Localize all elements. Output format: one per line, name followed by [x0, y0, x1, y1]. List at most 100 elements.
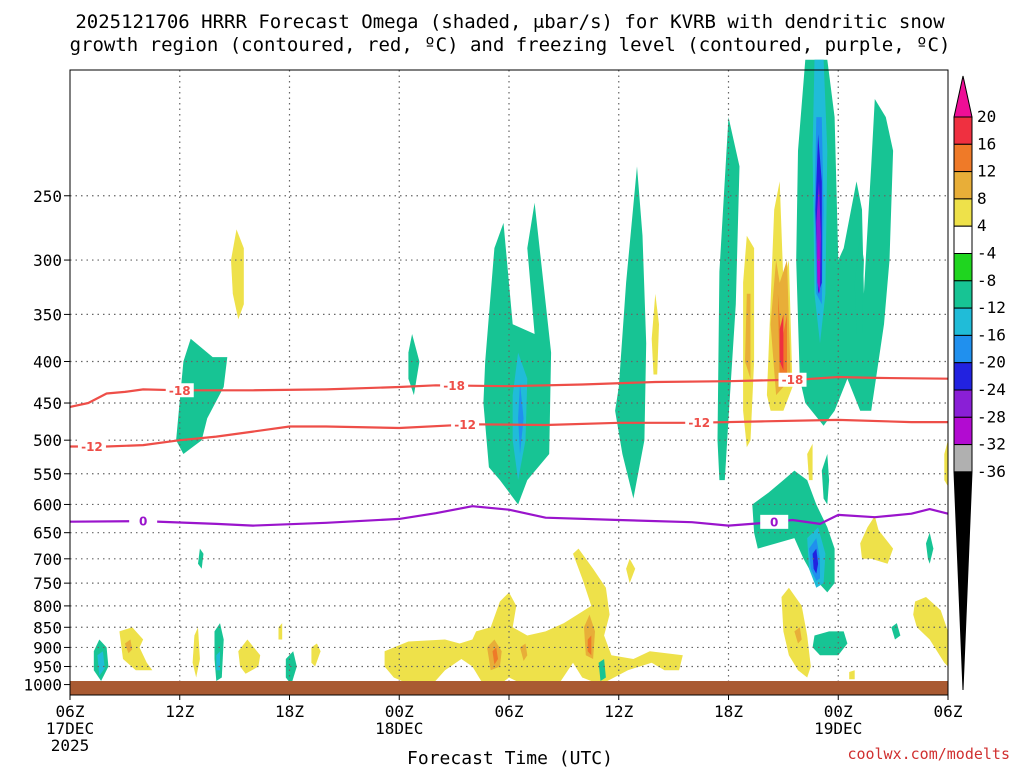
colorbar-bottom-arrow: [953, 471, 973, 691]
x-tick-label-3: 00Z: [385, 702, 414, 721]
y-tick-label-600: 600: [33, 495, 62, 514]
y-tick-label-900: 900: [33, 638, 62, 657]
contour-label-bg: [77, 439, 106, 454]
colorbar-segment-0: [953, 116, 973, 145]
colorbar-segment-4: [953, 225, 973, 254]
omega-region-52: [794, 627, 802, 644]
colorbar-segment-11: [953, 416, 973, 446]
omega-region-38: [216, 651, 220, 671]
credit-text: coolwx.com/modelts: [847, 745, 1010, 763]
x-tick-sublabel-7-0: 19DEC: [814, 719, 862, 738]
y-tick-label-1000: 1000: [23, 676, 62, 695]
colorbar-label-3: 8: [977, 189, 987, 208]
omega-region-41: [285, 651, 297, 685]
omega-region-27: [812, 548, 819, 574]
y-tick-label-300: 300: [33, 251, 62, 270]
colorbar-label-11: -28: [977, 407, 1006, 426]
x-axis-label: Forecast Time (UTC): [407, 748, 613, 768]
contour-label-0-0: 0: [139, 515, 147, 529]
omega-region-23: [821, 454, 830, 505]
omega-region-42: [311, 643, 321, 667]
omega-region-6: [615, 166, 647, 499]
contour-label-bg: [685, 415, 714, 430]
contour-label--18-0: -18: [169, 384, 191, 398]
colorbar-label-5: -4: [977, 244, 996, 263]
omega-region-30: [944, 440, 948, 487]
contour-label-bg: [451, 417, 480, 432]
y-tick-label-400: 400: [33, 352, 62, 371]
y-tick-label-350: 350: [33, 305, 62, 324]
colorbar-segment-10: [953, 389, 973, 418]
y-tick-label-250: 250: [33, 187, 62, 206]
contour-line--18-0: [69, 375, 949, 408]
contour-label-bg: [778, 372, 807, 387]
colorbar-label-13: -36: [977, 462, 1006, 481]
contour-label-bg: [165, 383, 194, 398]
colorbar-label-0: 20: [977, 107, 996, 126]
colorbar-segment-2: [953, 171, 973, 200]
colorbar-label-6: -8: [977, 271, 996, 290]
colorbar-segment-8: [953, 334, 973, 364]
omega-region-48: [587, 635, 592, 656]
colorbar-segment-6: [953, 280, 973, 309]
omega-region-28: [926, 532, 934, 564]
contour-label-0-1: 0: [770, 515, 778, 529]
omega-region-22: [807, 443, 813, 481]
y-tick-label-650: 650: [33, 524, 62, 543]
y-tick-label-500: 500: [33, 431, 62, 450]
omega-region-47: [584, 614, 595, 659]
omega-region-40: [278, 623, 283, 640]
omega-region-43: [384, 548, 683, 685]
omega-region-55: [913, 597, 948, 667]
colorbar-segment-3: [953, 198, 973, 227]
x-tick-sublabel-0-0: 17DEC: [46, 719, 94, 738]
omega-region-54: [891, 623, 901, 640]
colorbar-label-12: -32: [977, 435, 1006, 454]
contour-label--18-1: -18: [443, 379, 465, 393]
omega-region-8: [717, 117, 740, 481]
omega-region-7: [651, 293, 659, 375]
y-tick-label-450: 450: [33, 394, 62, 413]
omega-region-37: [214, 623, 224, 681]
contour-line--12-1: [70, 418, 948, 448]
colorbar-segment-9: [953, 362, 973, 391]
colorbar-label-4: 4: [977, 216, 987, 235]
contour-label-bg: [129, 514, 158, 529]
omega-region-33: [97, 651, 105, 676]
y-tick-label-950: 950: [33, 657, 62, 676]
x-tick-label-6: 18Z: [714, 702, 743, 721]
y-tick-label-750: 750: [33, 574, 62, 593]
omega-region-49: [626, 558, 636, 584]
x-tick-label-0: 06Z: [56, 702, 85, 721]
omega-region-0: [176, 338, 228, 454]
y-tick-label-850: 850: [33, 618, 62, 637]
x-tick-sublabel-0-1: 2025: [51, 736, 90, 755]
omega-region-36: [192, 627, 200, 678]
contour-label-bg: [760, 514, 789, 529]
colorbar-label-1: 16: [977, 134, 996, 153]
plot-area: -18 -18 -18 -12 -12 -12 0 0: [69, 59, 949, 696]
colorbar-label-8: -16: [977, 325, 1006, 344]
colorbar-label-2: 12: [977, 162, 996, 181]
x-tick-label-7: 00Z: [824, 702, 853, 721]
colorbar-label-10: -24: [977, 380, 1006, 399]
x-tick-sublabel-3-0: 18DEC: [375, 719, 423, 738]
omega-region-29: [860, 516, 894, 564]
grid-lines: [70, 70, 948, 695]
y-axis-ticks: 2503003504004505005506006507007508008509…: [23, 187, 70, 695]
colorbar-segment-12: [953, 444, 973, 473]
omega-region-14: [779, 314, 784, 371]
omega-region-31: [198, 548, 204, 569]
contour-label--12-0: -12: [81, 440, 103, 454]
contour-label--12-1: -12: [454, 418, 476, 432]
x-tick-label-2: 18Z: [275, 702, 304, 721]
y-tick-label-550: 550: [33, 465, 62, 484]
colorbar-segment-1: [953, 143, 973, 173]
omega-region-21: [854, 235, 864, 334]
y-tick-label-800: 800: [33, 597, 62, 616]
x-tick-label-4: 06Z: [495, 702, 524, 721]
chart-title-line-2: growth region (contoured, red, ºC) and f…: [70, 34, 951, 56]
omega-region-5: [518, 382, 524, 454]
omega-region-15: [796, 59, 894, 426]
